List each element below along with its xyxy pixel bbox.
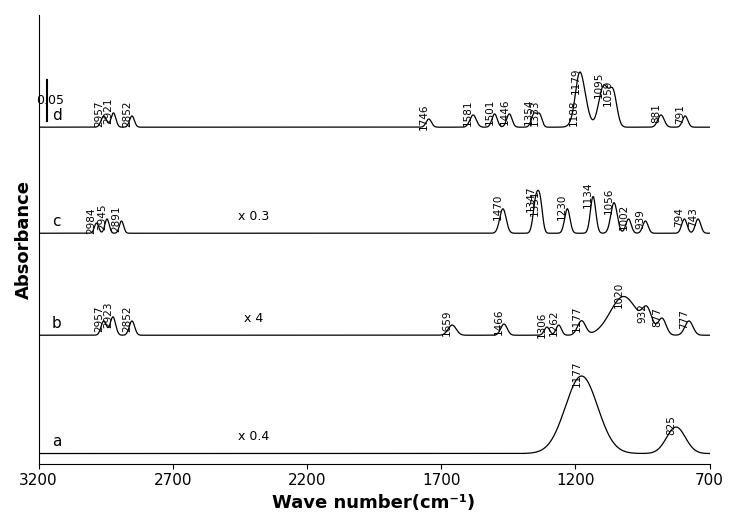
Text: 1262: 1262 bbox=[549, 310, 559, 336]
Text: 1059: 1059 bbox=[603, 80, 613, 106]
Text: x 0.4: x 0.4 bbox=[238, 431, 269, 443]
Text: 1177: 1177 bbox=[571, 360, 582, 387]
Text: 932: 932 bbox=[637, 303, 647, 323]
Text: 2891: 2891 bbox=[112, 206, 121, 232]
Text: 1466: 1466 bbox=[494, 309, 504, 335]
Text: 1230: 1230 bbox=[557, 193, 568, 220]
Y-axis label: Absorbance: Absorbance bbox=[15, 180, 33, 299]
Text: c: c bbox=[52, 214, 61, 229]
Text: 1746: 1746 bbox=[419, 104, 429, 130]
Text: 1347: 1347 bbox=[526, 186, 536, 212]
Text: 1446: 1446 bbox=[500, 99, 509, 125]
Text: 1331: 1331 bbox=[530, 189, 540, 216]
Text: 0.05: 0.05 bbox=[36, 94, 64, 107]
X-axis label: Wave number(cm⁻¹): Wave number(cm⁻¹) bbox=[273, 494, 476, 512]
Text: 877: 877 bbox=[652, 307, 662, 327]
Text: 1020: 1020 bbox=[613, 281, 624, 308]
Text: 1095: 1095 bbox=[593, 71, 604, 97]
Text: 794: 794 bbox=[674, 207, 684, 227]
Text: 1177: 1177 bbox=[571, 306, 582, 332]
Text: 1002: 1002 bbox=[619, 204, 628, 230]
Text: 2957: 2957 bbox=[94, 101, 103, 127]
Text: 777: 777 bbox=[679, 309, 689, 329]
Text: 1354: 1354 bbox=[524, 99, 534, 125]
Text: 1501: 1501 bbox=[485, 99, 494, 125]
Text: 2945: 2945 bbox=[97, 203, 107, 230]
Text: 1306: 1306 bbox=[537, 312, 547, 338]
Text: 881: 881 bbox=[651, 103, 661, 123]
Text: 1659: 1659 bbox=[442, 310, 452, 336]
Text: 2852: 2852 bbox=[122, 101, 132, 127]
Text: a: a bbox=[52, 434, 61, 450]
Text: 1134: 1134 bbox=[583, 181, 593, 208]
Text: 825: 825 bbox=[666, 415, 676, 435]
Text: 2921: 2921 bbox=[103, 97, 114, 124]
Text: 743: 743 bbox=[688, 207, 698, 227]
Text: x 4: x 4 bbox=[244, 312, 263, 325]
Text: 1056: 1056 bbox=[604, 188, 614, 214]
Text: 2984: 2984 bbox=[86, 208, 97, 235]
Text: 2957: 2957 bbox=[94, 306, 103, 332]
Text: d: d bbox=[52, 108, 62, 123]
Text: 1188: 1188 bbox=[568, 100, 579, 126]
Text: 2923: 2923 bbox=[103, 301, 113, 328]
Text: 1333: 1333 bbox=[530, 100, 539, 126]
Text: 1179: 1179 bbox=[571, 67, 581, 93]
Text: 2852: 2852 bbox=[122, 306, 132, 332]
Text: 939: 939 bbox=[636, 209, 645, 229]
Text: x 0.3: x 0.3 bbox=[238, 210, 269, 223]
Text: b: b bbox=[52, 316, 62, 331]
Text: 791: 791 bbox=[675, 104, 685, 124]
Text: 1581: 1581 bbox=[463, 100, 473, 126]
Text: 1470: 1470 bbox=[493, 193, 503, 220]
